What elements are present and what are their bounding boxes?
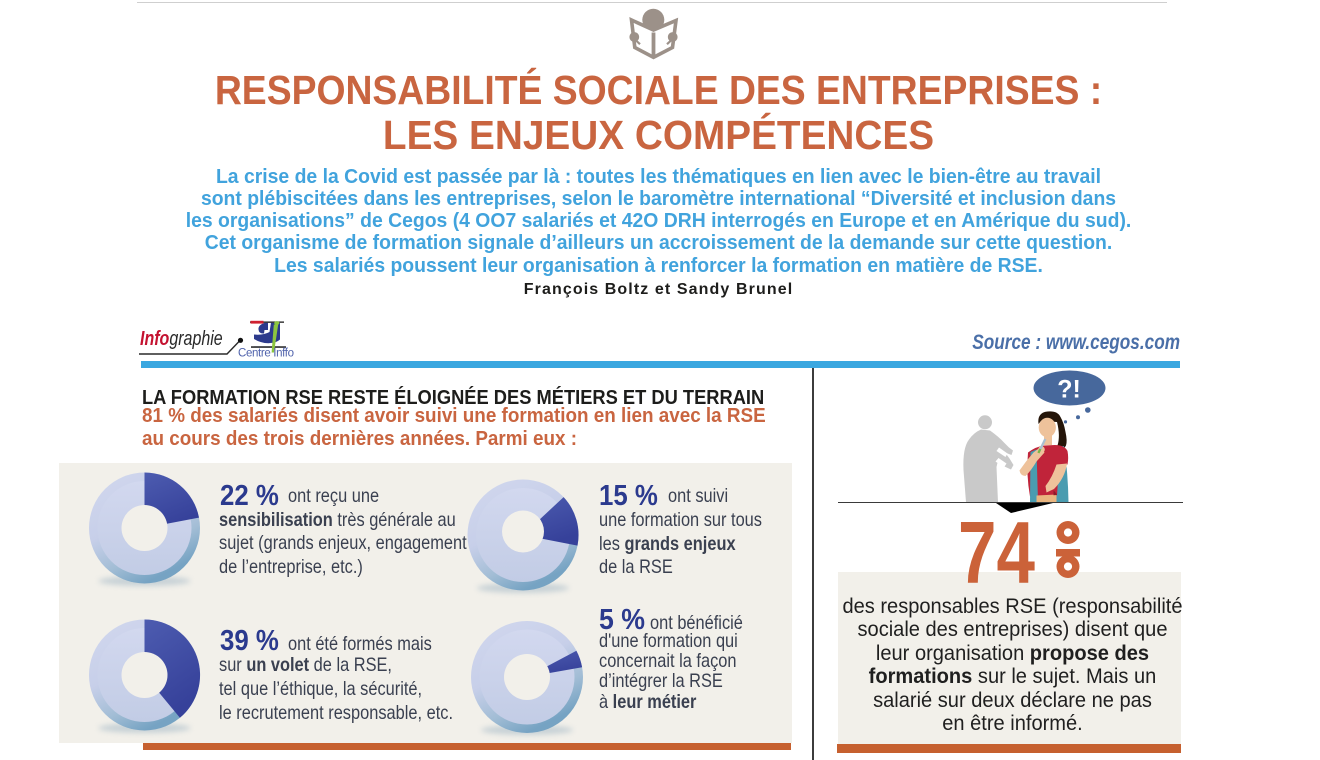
- svg-text:?!: ?!: [1057, 376, 1081, 404]
- svg-text:Centre Inffo: Centre Inffo: [238, 348, 294, 360]
